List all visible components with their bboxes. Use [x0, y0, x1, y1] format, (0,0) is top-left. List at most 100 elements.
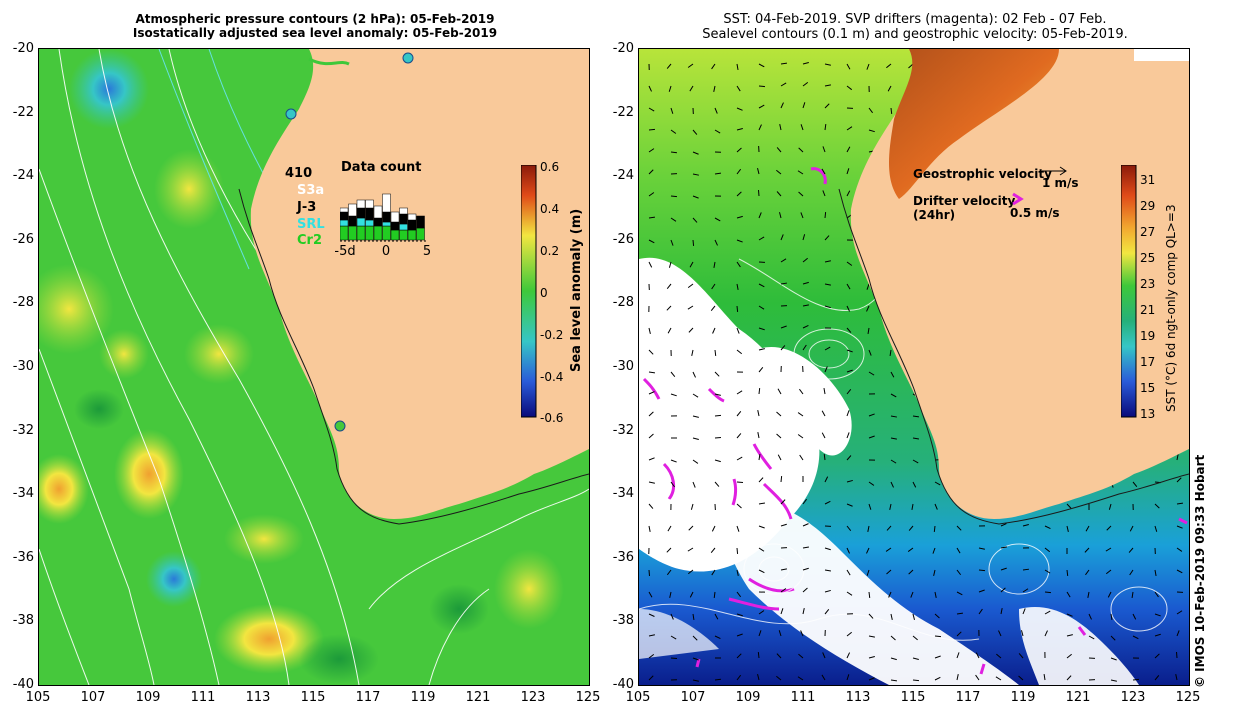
velocity-arrow [1066, 634, 1073, 637]
velocity-arrow [666, 547, 672, 553]
velocity-arrow [736, 633, 743, 637]
latitude-tick-label: -24 [612, 168, 634, 184]
velocity-arrow [908, 63, 914, 69]
imos-credit: © IMOS 10-Feb-2019 09:33 Hobart [1193, 454, 1207, 688]
velocity-arrow [824, 84, 831, 87]
velocity-arrow [736, 215, 743, 219]
velocity-arrow [797, 434, 804, 439]
velocity-arrow [799, 454, 804, 461]
velocity-arrow [736, 327, 740, 334]
velocity-arrow [670, 635, 677, 640]
velocity-arrow [821, 410, 826, 417]
velocity-arrow [802, 344, 807, 351]
velocity-arrow [670, 239, 674, 246]
geostrophic-velocity-label: Geostrophic velocity [913, 167, 1052, 181]
velocity-arrow [648, 433, 654, 439]
velocity-arrow [736, 63, 739, 70]
velocity-arrow [1020, 630, 1024, 637]
longitude-tick-label: 113 [845, 690, 871, 705]
velocity-arrow [758, 610, 765, 615]
velocity-arrow [802, 587, 808, 593]
velocity-arrow [889, 349, 892, 357]
velocity-arrow [757, 651, 760, 659]
histogram-bar [390, 221, 400, 231]
latitude-tick-label: -30 [12, 359, 34, 374]
velocity-arrow [780, 234, 784, 241]
velocity-arrow [888, 591, 892, 598]
velocity-arrow [802, 81, 809, 87]
high-anomaly-region [39, 264, 114, 354]
high-anomaly-region [114, 429, 184, 519]
velocity-arrow [824, 211, 827, 219]
velocity-arrow [1022, 608, 1026, 615]
velocity-arrow [846, 261, 853, 266]
velocity-arrow [758, 104, 765, 109]
velocity-arrow [1132, 481, 1138, 487]
australia-landmass [250, 49, 589, 519]
right-panel-title: SST: 04-Feb-2019. SVP drifters (magenta)… [640, 12, 1190, 42]
velocity-arrow [797, 412, 804, 417]
velocity-arrow [802, 523, 809, 527]
high-anomaly-region [494, 549, 564, 629]
velocity-arrow [648, 148, 655, 153]
histogram-bar [373, 205, 383, 219]
velocity-arrow [1154, 525, 1158, 532]
velocity-arrow [802, 546, 809, 549]
velocity-arrow [758, 327, 765, 331]
velocity-arrow [736, 147, 742, 153]
velocity-arrow [758, 453, 761, 461]
velocity-arrow [776, 433, 782, 439]
longitude-tick-label: 119 [410, 690, 436, 705]
velocity-arrow [846, 547, 850, 554]
velocity-arrow [846, 349, 853, 353]
longitude-tick-label: 117 [355, 690, 381, 705]
velocity-arrow [757, 432, 760, 439]
latitude-tick-label: -34 [12, 486, 34, 502]
sla-colorbar-tick: 0.6 [540, 160, 560, 174]
drifter-tracks [642, 167, 1188, 675]
velocity-arrow [713, 85, 716, 92]
velocity-arrow [846, 63, 851, 70]
velocity-arrow [648, 128, 656, 131]
velocity-arrow [648, 349, 654, 355]
velocity-arrow [802, 234, 806, 241]
velocity-arrow [846, 479, 853, 483]
velocity-arrow [648, 107, 655, 112]
velocity-arrow [910, 591, 914, 598]
velocity-arrow [758, 348, 765, 351]
histogram-bar [356, 207, 366, 219]
velocity-arrow [648, 239, 655, 244]
velocity-arrow [736, 283, 739, 290]
velocity-arrow [648, 503, 654, 509]
velocity-arrow [846, 410, 850, 417]
velocity-arrow [776, 169, 782, 175]
velocity-arrow [868, 656, 875, 659]
velocity-arrow [692, 481, 696, 488]
sla-colorbar-tick: 0.4 [540, 202, 560, 216]
velocity-arrow [714, 129, 721, 134]
velocity-arrow [846, 432, 850, 439]
velocity-arrow [890, 481, 894, 488]
latitude-tick-label: -20 [12, 41, 34, 56]
histogram-bar [399, 207, 408, 215]
longitude-tick-label: 121 [465, 690, 491, 705]
velocity-arrow [736, 456, 743, 461]
velocity-arrow [824, 569, 831, 572]
histogram-bar [373, 217, 383, 227]
histogram-bar [340, 225, 349, 241]
sst-colorbar-tick: 25 [1140, 251, 1156, 265]
velocity-arrow [1000, 587, 1006, 593]
sst-colorbar-tick: 13 [1140, 407, 1156, 421]
velocity-arrow [1132, 635, 1139, 640]
longitude-tick-label: 107 [80, 690, 106, 705]
velocity-arrow [824, 366, 828, 373]
longitude-tick-label: 113 [245, 690, 271, 705]
velocity-arrow [824, 235, 830, 241]
velocity-arrow [780, 588, 787, 593]
velocity-arrow [868, 435, 875, 439]
velocity-arrow [912, 657, 919, 660]
velocity-arrow [648, 481, 655, 484]
low-anomaly-region [299, 634, 379, 684]
velocity-arrow [714, 414, 722, 417]
velocity-arrow [780, 499, 786, 505]
